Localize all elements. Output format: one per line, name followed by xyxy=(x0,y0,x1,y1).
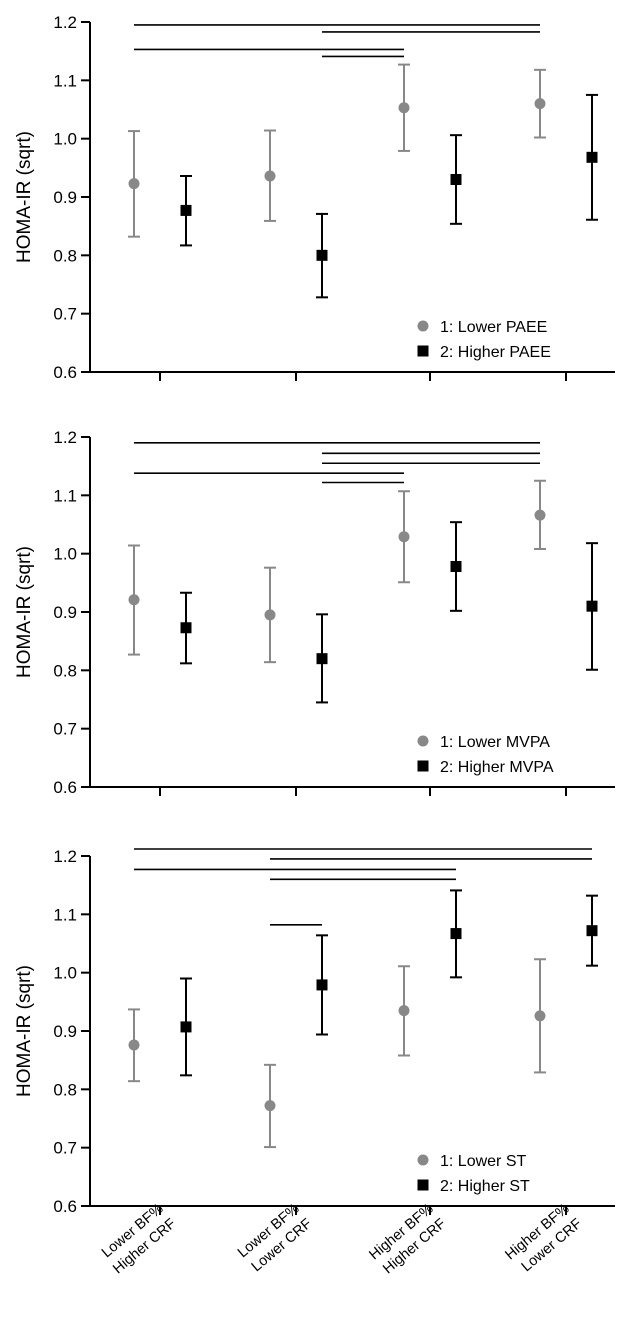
paee-panel: 0.6 0.7 0.8 0.9 1.0 1.1 1.2 HOMA-IR (sqrt) 1: Lo… xyxy=(14,13,615,382)
data-point xyxy=(450,561,462,572)
y-tick-label: 1.2 xyxy=(53,847,77,866)
y-tick-label: 0.8 xyxy=(53,246,77,265)
y-axis-title: HOMA-IR (sqrt) xyxy=(14,131,35,263)
data-point xyxy=(128,594,140,606)
data-point xyxy=(128,178,140,190)
y-tick-label: 0.8 xyxy=(53,1080,77,1099)
legend-label: 2: Higher ST xyxy=(440,1178,530,1195)
y-tick-label: 1.2 xyxy=(53,428,77,447)
y-tick-label: 1.1 xyxy=(53,486,77,505)
data-point xyxy=(586,151,598,163)
data-point xyxy=(586,600,598,612)
data-point xyxy=(264,609,276,621)
data-point xyxy=(398,1005,410,1017)
y-tick-label: 1.1 xyxy=(53,71,77,90)
legend-label: 2: Higher MVPA xyxy=(440,759,554,776)
data-point xyxy=(264,1100,276,1112)
data-point xyxy=(128,1039,140,1051)
mvpa-panel: 0.6 0.7 0.8 0.9 1.0 1.1 1.2 HOMA-IR (sqrt) 1: Lo… xyxy=(14,428,615,797)
y-tick-label: 0.6 xyxy=(53,1197,77,1216)
data-point xyxy=(316,979,328,991)
y-tick-label: 1.0 xyxy=(53,545,77,564)
legend-marker xyxy=(417,1179,429,1191)
data-point xyxy=(398,102,410,114)
x-category-label: Lower BF%Lower CRF xyxy=(235,1201,315,1277)
data-point xyxy=(534,509,546,521)
x-category-label: Higher BF%Higher CRF xyxy=(366,1201,449,1279)
st-panel: 0.6 0.7 0.8 0.9 1.0 1.1 1.2 HOMA-IR (sqrt) 1: Lo… xyxy=(14,847,615,1216)
legend-marker xyxy=(417,735,429,747)
y-tick-label: 1.0 xyxy=(53,130,77,149)
y-tick-label: 0.8 xyxy=(53,661,77,680)
legend-marker xyxy=(417,760,429,772)
x-category-label: Higher BF%Lower CRF xyxy=(502,1201,585,1279)
y-tick-label: 0.9 xyxy=(53,603,77,622)
y-tick-label: 0.9 xyxy=(53,1022,77,1041)
legend-label: 1: Lower MVPA xyxy=(440,734,550,751)
legend-marker xyxy=(417,1154,429,1166)
data-point xyxy=(586,925,598,937)
data-point xyxy=(534,98,546,110)
y-tick-label: 1.0 xyxy=(53,964,77,983)
y-tick-label: 0.6 xyxy=(53,778,77,797)
legend-marker xyxy=(417,320,429,332)
y-tick-label: 0.7 xyxy=(53,720,77,739)
data-point xyxy=(534,1010,546,1022)
data-point xyxy=(180,622,192,634)
data-point xyxy=(180,204,192,216)
x-category-labels: Lower BF%Higher CRF Lower BF%Lower CRF Hig… xyxy=(98,1201,585,1279)
y-axis-title: HOMA-IR (sqrt) xyxy=(14,965,35,1097)
legend-label: 1: Lower PAEE xyxy=(440,319,547,336)
data-point xyxy=(180,1021,192,1033)
data-point xyxy=(316,249,328,261)
data-point xyxy=(450,928,462,940)
y-tick-label: 1.1 xyxy=(53,905,77,924)
data-point xyxy=(398,531,410,543)
y-tick-label: 1.2 xyxy=(53,13,77,32)
x-category-label: Lower BF%Higher CRF xyxy=(98,1201,180,1278)
data-point xyxy=(316,653,328,665)
legend-label: 2: Higher PAEE xyxy=(440,344,551,361)
y-axis-title: HOMA-IR (sqrt) xyxy=(14,546,35,678)
y-tick-label: 0.6 xyxy=(53,363,77,382)
y-tick-label: 0.7 xyxy=(53,305,77,324)
data-point xyxy=(450,174,462,185)
legend-marker xyxy=(417,345,429,357)
y-tick-label: 0.9 xyxy=(53,188,77,207)
y-tick-label: 0.7 xyxy=(53,1139,77,1158)
legend-label: 1: Lower ST xyxy=(440,1153,526,1170)
data-point xyxy=(264,170,276,182)
